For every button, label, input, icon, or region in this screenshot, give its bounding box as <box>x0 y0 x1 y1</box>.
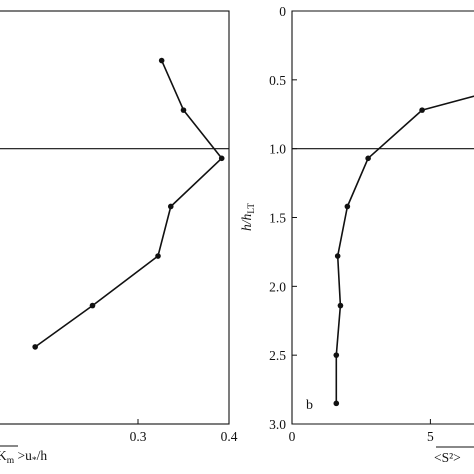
panel-a-x-label-sub2: * <box>32 456 37 466</box>
panel-b-y-tick-label: 0.5 <box>269 73 286 88</box>
panel-b-data-point <box>344 203 351 210</box>
panel-b-x-axis-label: <S²> <box>434 450 461 465</box>
panel-b-data-point <box>334 253 341 259</box>
panel-a-data-point <box>155 253 161 259</box>
panel-a-x-label-tail: /h <box>37 448 48 463</box>
panel-b-y-axis-label: h/hLT <box>239 203 257 231</box>
panel-b-series-line <box>335 95 474 404</box>
panel-a-x-label-rest: >u <box>14 448 32 463</box>
panel-b-y-label-main: h/h <box>239 213 254 231</box>
panel-a-frame <box>0 10 230 425</box>
panel-a-x-tick-label: 0.3 <box>130 429 147 444</box>
panel-a-data-point <box>32 344 38 350</box>
panel-b-y-tick-label: 2.5 <box>269 348 286 363</box>
panel-b-data-point <box>365 155 371 162</box>
panel-b-y-tick-label: 1.5 <box>269 211 286 226</box>
panel-a-data-point <box>158 57 165 64</box>
panel-b-y-label-sub: LT <box>247 203 257 214</box>
panel-b-data-point <box>333 352 340 358</box>
panel-a-x-tick-label: 0.4 <box>221 429 238 444</box>
panel-a-series <box>32 57 225 350</box>
panel-a-data-point <box>218 155 225 162</box>
panel-b-x-tick-label: 5 <box>427 429 434 444</box>
panel-a: 0.3 0.4 Km >u*/h <box>0 10 238 466</box>
panel-b-ticks: 0 5 0 0.5 1.0 1.5 2.0 2.5 3.0 <box>269 4 434 444</box>
panel-a-data-point <box>167 203 174 210</box>
panel-a-x-axis-label: Km >u*/h <box>0 448 47 466</box>
panel-b-y-tick-label: 1.0 <box>269 142 286 157</box>
panel-b: 0 5 0 0.5 1.0 1.5 2.0 2.5 3.0 b h/hLT <S²> <box>239 4 474 465</box>
panel-a-x-label-main: K <box>0 448 7 463</box>
panel-b-frame <box>291 10 474 425</box>
panel-a-x-label-sub: m <box>7 456 15 466</box>
panel-b-x-tick-label: 0 <box>289 429 296 444</box>
panel-b-data-point <box>333 400 340 407</box>
panel-a-x-ticks: 0.3 0.4 <box>130 419 238 444</box>
panel-a-data-point <box>180 107 187 113</box>
panel-a-series-line <box>34 60 223 348</box>
panel-b-series <box>333 95 474 407</box>
panel-b-y-tick-label: 3.0 <box>269 417 286 432</box>
panel-b-data-point <box>337 302 344 309</box>
panel-b-y-tick-label: 2.0 <box>269 279 286 294</box>
panel-a-data-point <box>89 302 96 309</box>
panel-b-y-tick-label: 0 <box>279 4 286 19</box>
panel-b-label: b <box>306 398 313 413</box>
panel-b-data-point <box>419 107 425 113</box>
